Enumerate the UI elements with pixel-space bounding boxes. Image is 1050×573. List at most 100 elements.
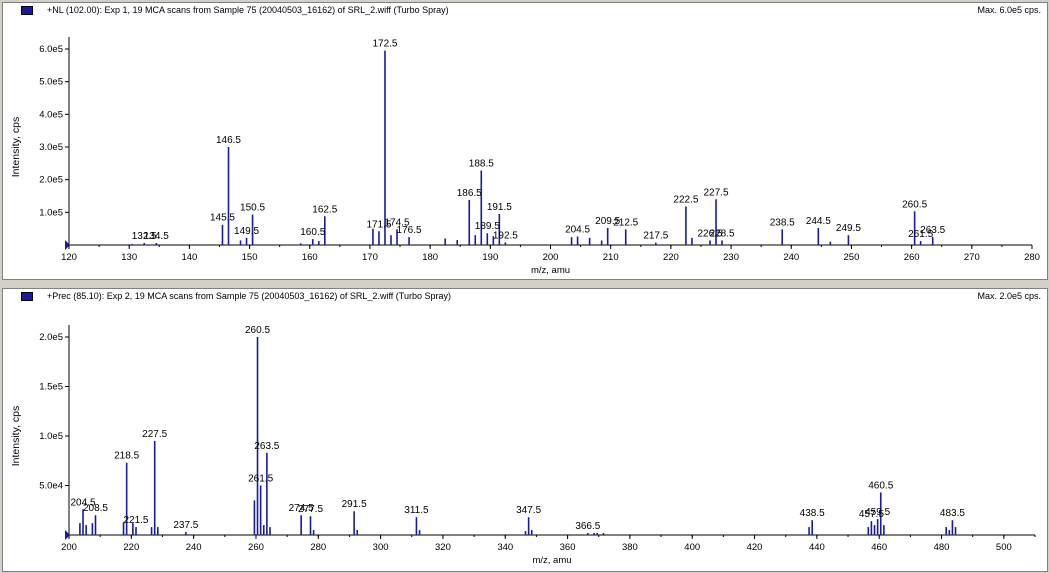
x-tick-label: 150 — [242, 252, 258, 263]
x-tick-label: 240 — [186, 542, 202, 553]
prec-spectrum-chart[interactable]: 200 220 240 260 280 300 320 340 360 380 400 420 440 4… — [3, 289, 1047, 571]
x-tick-label: 200 — [543, 252, 559, 263]
peak-label: 483.5 — [940, 508, 965, 519]
y-tick-label: 3.0e5 — [39, 142, 63, 153]
x-tick-label: 380 — [622, 542, 638, 553]
peak-label: 347.5 — [516, 505, 541, 516]
peak-label: 171.5 — [366, 219, 391, 230]
x-tick-label: 420 — [747, 542, 763, 553]
peak-label: 277.5 — [298, 504, 323, 515]
peak-label: 249.5 — [836, 223, 861, 234]
peak-label: 162.5 — [312, 204, 337, 215]
peak-label: 244.5 — [806, 216, 831, 227]
peak-label: 311.5 — [404, 505, 429, 516]
x-tick-label: 230 — [723, 252, 739, 263]
x-tick-label: 200 — [61, 542, 77, 553]
peak-label: 237.5 — [173, 520, 198, 531]
x-tick-label: 340 — [497, 542, 513, 553]
y-tick-label: 2.0e5 — [39, 175, 63, 186]
x-tick-label: 120 — [61, 252, 77, 263]
peak-label: 174.5 — [385, 217, 410, 228]
peak-label: 261.5 — [248, 474, 273, 485]
peak-label: 189.5 — [475, 221, 500, 232]
y-tick-label: 5.0e4 — [39, 481, 63, 492]
y-tick-label: 5.0e5 — [39, 77, 63, 88]
peak-label: 260.5 — [245, 325, 270, 336]
y-tick-label: 6.0e5 — [39, 44, 63, 55]
peak-label: 160.5 — [300, 227, 325, 238]
x-axis-title: m/z, amu — [531, 265, 570, 276]
peak-label: 146.5 — [216, 135, 241, 146]
x-tick-label: 190 — [482, 252, 498, 263]
x-tick-label: 240 — [783, 252, 799, 263]
x-tick-label: 140 — [181, 252, 197, 263]
peak-label: 457.5 — [859, 509, 884, 520]
peak-label: 222.5 — [673, 194, 698, 205]
peak-label: 209.5 — [595, 216, 620, 227]
peak-label: 366.5 — [575, 521, 600, 532]
peak-label: 208.5 — [83, 503, 108, 514]
peak-label: 460.5 — [868, 480, 893, 491]
x-tick-label: 280 — [1024, 252, 1040, 263]
x-tick-label: 220 — [123, 542, 139, 553]
x-tick-label: 210 — [603, 252, 619, 263]
y-tick-label: 1.0e5 — [39, 431, 63, 442]
peak-label: 227.5 — [142, 429, 167, 440]
max-intensity-label: Max. 2.0e5 cps. — [977, 291, 1041, 301]
peak-label: 149.5 — [234, 226, 259, 237]
peak-label: 217.5 — [643, 231, 668, 242]
prec-spectrum-panel[interactable]: +Prec (85.10): Exp 2, 19 MCA scans from … — [2, 288, 1048, 572]
x-tick-label: 320 — [435, 542, 451, 553]
y-tick-label: 1.0e5 — [39, 207, 63, 218]
nl-spectrum-panel[interactable]: +NL (102.00): Exp 1, 19 MCA scans from S… — [2, 2, 1048, 280]
y-tick-label: 1.5e5 — [39, 382, 63, 393]
peak-label: 291.5 — [342, 499, 367, 510]
peak-label: 238.5 — [770, 217, 795, 228]
peak-label: 204.5 — [71, 497, 96, 508]
origin-marker-icon — [65, 530, 70, 540]
panel-title: +Prec (85.10): Exp 2, 19 MCA scans from … — [47, 291, 451, 301]
peak-label: 221.5 — [123, 515, 148, 526]
peak-label: 263.5 — [920, 225, 945, 236]
x-tick-label: 270 — [964, 252, 980, 263]
x-tick-label: 280 — [310, 542, 326, 553]
x-tick-label: 440 — [809, 542, 825, 553]
peak-label: 145.5 — [210, 213, 235, 224]
origin-marker-icon — [65, 240, 70, 250]
peak-label: 274.5 — [289, 503, 314, 514]
y-axis-title: Intensity, cps — [10, 406, 22, 467]
x-tick-label: 260 — [248, 542, 264, 553]
peak-label: 191.5 — [487, 202, 512, 213]
x-tick-label: 480 — [934, 542, 950, 553]
peak-label: 212.5 — [613, 217, 638, 228]
nl-spectrum-chart[interactable]: 120 130 140 150 160 170 180 190 200 210 220 230 240 2… — [3, 3, 1047, 279]
peak-label: 132.5 — [132, 231, 157, 242]
peak-label: 228.5 — [710, 228, 735, 239]
max-intensity-label: Max. 6.0e5 cps. — [977, 5, 1041, 15]
peak-label: 186.5 — [457, 188, 482, 199]
y-tick-label: 2.0e5 — [39, 332, 63, 343]
peak-label: 192.5 — [493, 230, 518, 241]
peak-label: 134.5 — [144, 231, 169, 242]
x-tick-label: 360 — [560, 542, 576, 553]
panel-marker-icon — [21, 292, 33, 301]
x-tick-label: 260 — [904, 252, 920, 263]
x-tick-label: 500 — [996, 542, 1012, 553]
peak-label: 438.5 — [800, 508, 825, 519]
x-tick-label: 160 — [302, 252, 318, 263]
peak-label: 188.5 — [469, 159, 494, 170]
y-axis-title: Intensity, cps — [10, 117, 22, 178]
peak-label: 176.5 — [397, 225, 422, 236]
x-tick-label: 180 — [422, 252, 438, 263]
panel-title: +NL (102.00): Exp 1, 19 MCA scans from S… — [47, 5, 449, 15]
x-tick-label: 170 — [362, 252, 378, 263]
x-tick-label: 300 — [373, 542, 389, 553]
y-tick-label: 4.0e5 — [39, 109, 63, 120]
x-axis-title: m/z, amu — [532, 555, 571, 566]
peak-label: 218.5 — [114, 451, 139, 462]
peak-label: 227.5 — [704, 187, 729, 198]
peak-label: 226.5 — [697, 228, 722, 239]
x-tick-label: 220 — [663, 252, 679, 263]
peak-label: 260.5 — [902, 199, 927, 210]
x-tick-label: 460 — [871, 542, 887, 553]
